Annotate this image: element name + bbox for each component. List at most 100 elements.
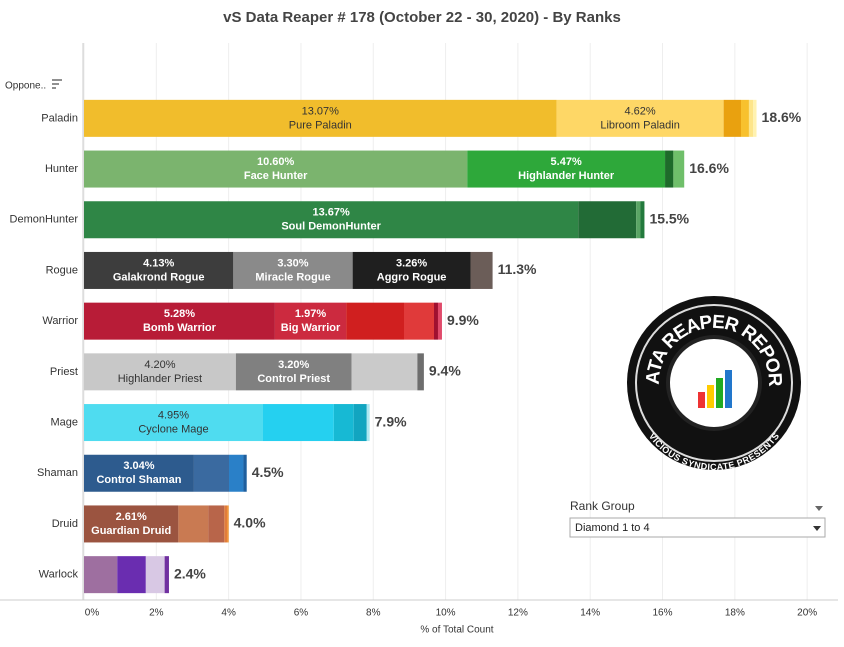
bar-segment [748, 99, 754, 137]
bar-segment [262, 404, 334, 442]
bar-segment [352, 251, 471, 289]
x-tick-label: 4% [221, 608, 236, 619]
total-label: 4.0% [234, 515, 266, 531]
segment-name-label: Highlander Priest [118, 373, 202, 385]
category-label: Mage [50, 416, 78, 428]
segment-value-label: 5.47% [551, 156, 582, 168]
bar-segment [208, 505, 225, 543]
segment-value-label: 3.26% [396, 257, 427, 269]
segment-value-label: 10.60% [257, 156, 295, 168]
segment-value-label: 5.28% [164, 308, 195, 320]
segment-name-label: Big Warrior [281, 322, 341, 334]
segment-name-label: Libroom Paladin [600, 119, 680, 131]
x-tick-label: 6% [294, 608, 309, 619]
bar-segment [346, 302, 404, 340]
bar-segment [470, 251, 493, 289]
bar-segment [467, 150, 666, 188]
segment-name-label: Control Priest [257, 373, 330, 385]
total-label: 16.6% [689, 160, 729, 176]
segment-value-label: 3.20% [278, 359, 309, 371]
segment-value-label: 4.95% [158, 409, 189, 421]
row-header: Oppone.. [5, 81, 46, 92]
total-label: 2.4% [174, 565, 206, 581]
bar-segment [84, 505, 179, 543]
bar-segment [84, 454, 194, 492]
bar-segment [145, 556, 165, 594]
bar-segment [84, 150, 468, 188]
segment-name-label: Galakrond Rogue [113, 271, 205, 283]
x-tick-label: 0% [85, 608, 100, 619]
dropdown-arrow [813, 526, 821, 531]
bar-segment [84, 302, 275, 340]
bar-segment [556, 99, 724, 137]
bar-segment [437, 302, 442, 340]
bar-segment [274, 302, 347, 340]
bar-segment [117, 556, 146, 594]
segment-name-label: Pure Paladin [289, 119, 352, 131]
bar-segment [233, 251, 353, 289]
segment-name-label: Soul DemonHunter [281, 221, 381, 233]
x-tick-label: 10% [436, 608, 456, 619]
bar-segment [673, 150, 685, 188]
bar-segment [84, 201, 579, 239]
category-label: Hunter [45, 163, 78, 175]
bar-segment [228, 454, 244, 492]
segment-value-label: 13.67% [312, 207, 350, 219]
filter-dropdown[interactable] [569, 517, 826, 538]
category-label: Warrior [42, 315, 78, 327]
bar-segment [351, 353, 418, 391]
x-tick-label: 18% [725, 608, 745, 619]
x-tick-label: 20% [797, 608, 817, 619]
bar-segment [723, 99, 741, 137]
bar-segment [84, 556, 118, 594]
bar-segment [640, 201, 645, 239]
segment-value-label: 2.61% [116, 511, 147, 523]
segment-name-label: Highlander Hunter [518, 170, 615, 182]
bar-segment [578, 201, 637, 239]
category-label: Priest [50, 366, 78, 378]
bar-segment [84, 353, 236, 391]
bar-segment [235, 353, 352, 391]
bar-segment [227, 505, 229, 543]
segment-name-label: Cyclone Mage [138, 423, 208, 435]
sort-icon[interactable] [52, 79, 62, 89]
total-label: 11.3% [498, 261, 537, 277]
category-label: Warlock [39, 569, 79, 581]
x-tick-label: 12% [508, 608, 528, 619]
bar-segment [636, 201, 641, 239]
filter-title: Rank Group [570, 499, 635, 513]
bar-segment [224, 505, 228, 543]
segment-name-label: Bomb Warrior [143, 322, 217, 334]
bar-segment [84, 404, 263, 442]
bar-segment [740, 99, 749, 137]
segment-name-label: Aggro Rogue [377, 271, 447, 283]
segment-value-label: 3.30% [277, 257, 308, 269]
bar-segment [353, 404, 367, 442]
segment-name-label: Control Shaman [96, 474, 181, 486]
category-label: DemonHunter [10, 214, 79, 226]
bar-segment [753, 99, 757, 137]
segment-value-label: 3.04% [123, 460, 154, 472]
total-label: 9.4% [429, 363, 461, 379]
x-tick-label: 8% [366, 608, 381, 619]
chart-title: vS Data Reaper # 178 (October 22 - 30, 2… [223, 9, 621, 26]
category-label: Paladin [41, 112, 78, 124]
x-tick-label: 16% [653, 608, 673, 619]
segment-name-label: Miracle Rogue [255, 271, 330, 283]
bar-segment [164, 556, 169, 594]
x-tick-label: 14% [580, 608, 600, 619]
bar-segment [193, 454, 229, 492]
segment-name-label: Guardian Druid [91, 525, 171, 537]
total-label: 7.9% [375, 413, 407, 429]
total-label: 4.5% [252, 464, 284, 480]
segment-value-label: 4.62% [625, 105, 656, 117]
bar-segment [366, 404, 370, 442]
segment-name-label: Face Hunter [244, 170, 308, 182]
bar-segment [243, 454, 247, 492]
segment-value-label: 1.97% [295, 308, 326, 320]
bar-segment [178, 505, 209, 543]
filter-menu[interactable] [815, 506, 823, 511]
category-label: Druid [52, 518, 78, 530]
x-axis-title: % of Total Count [420, 625, 493, 636]
segment-value-label: 4.13% [143, 257, 174, 269]
